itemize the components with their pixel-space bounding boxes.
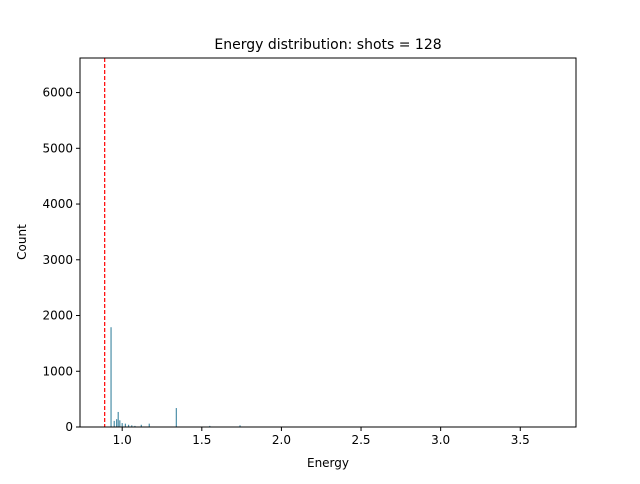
y-tick-label: 5000 bbox=[42, 141, 73, 155]
y-tick-label: 4000 bbox=[42, 197, 73, 211]
histogram-bar bbox=[124, 423, 126, 427]
y-tick-label: 2000 bbox=[42, 309, 73, 323]
histogram-bar bbox=[134, 425, 136, 427]
histogram-bar bbox=[140, 424, 142, 427]
histogram-bar bbox=[148, 423, 150, 427]
y-tick-label: 1000 bbox=[42, 364, 73, 378]
x-tick-label: 2.5 bbox=[351, 433, 370, 447]
histogram-bar bbox=[116, 419, 118, 427]
x-tick-label: 3.5 bbox=[511, 433, 530, 447]
y-ticks-layer: 0 1000 2000 3000 4000 5000 6000 bbox=[42, 86, 80, 434]
x-tick-label: 3.0 bbox=[431, 433, 450, 447]
plot-frame bbox=[79, 57, 577, 428]
y-tick-label: 6000 bbox=[42, 86, 73, 100]
histogram-bar bbox=[117, 411, 119, 427]
y-tick-label: 3000 bbox=[42, 253, 73, 267]
histogram-bar bbox=[127, 424, 130, 427]
x-tick-label: 2.0 bbox=[272, 433, 291, 447]
histogram-bar bbox=[119, 420, 121, 427]
histogram-bar bbox=[121, 423, 123, 427]
histogram-bar bbox=[175, 408, 177, 427]
bars-layer bbox=[110, 327, 241, 427]
y-axis-label: Count bbox=[15, 224, 29, 260]
y-tick-label: 0 bbox=[65, 420, 73, 434]
x-tick-label: 1.5 bbox=[192, 433, 211, 447]
chart-title: Energy distribution: shots = 128 bbox=[214, 37, 441, 53]
histogram-bar bbox=[131, 425, 133, 427]
x-ticks-layer: 1.0 1.5 2.0 2.5 3.0 3.5 bbox=[113, 427, 530, 447]
x-axis-label: Energy bbox=[307, 456, 349, 470]
x-tick-label: 1.0 bbox=[113, 433, 132, 447]
histogram-bar bbox=[113, 420, 115, 427]
histogram-bar bbox=[209, 425, 211, 427]
histogram-bar bbox=[110, 327, 112, 427]
histogram-bar bbox=[239, 425, 241, 427]
